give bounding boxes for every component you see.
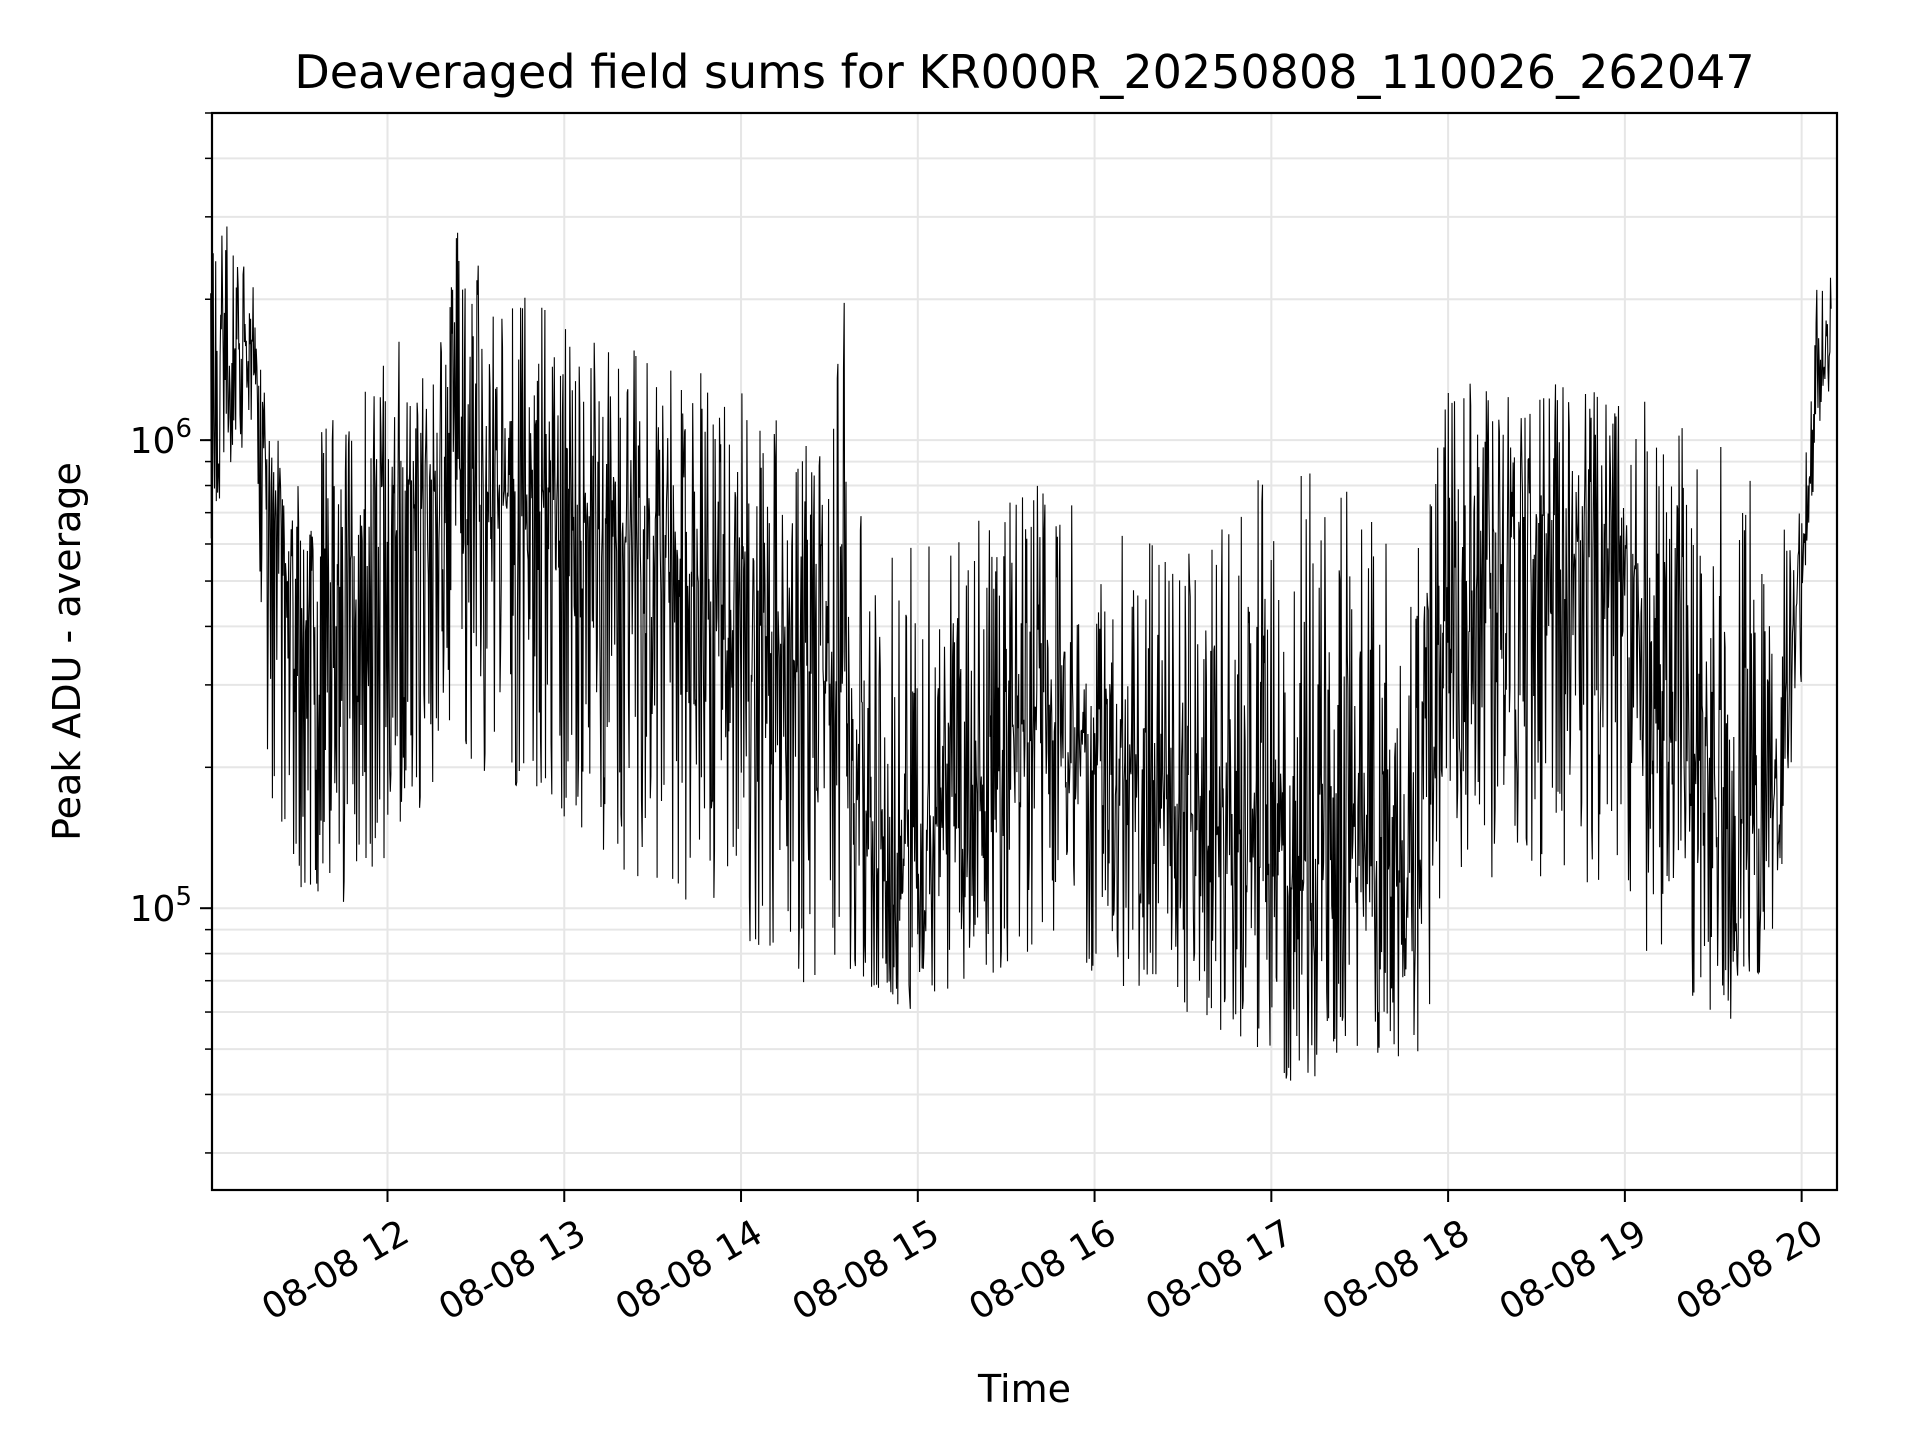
plot-frame bbox=[210, 111, 1839, 1192]
y-axis-label: Peak ADU - average bbox=[45, 462, 89, 841]
chart-title: Deaveraged field sums for KR000R_2025080… bbox=[294, 45, 1754, 99]
y-tick-label: 105 bbox=[130, 882, 192, 930]
x-axis-label: Time bbox=[977, 1367, 1071, 1411]
y-tick-label: 106 bbox=[130, 414, 192, 462]
data-series bbox=[210, 226, 1832, 1081]
y-axis: 105 106 bbox=[130, 112, 212, 1154]
series-line bbox=[210, 226, 1832, 1081]
